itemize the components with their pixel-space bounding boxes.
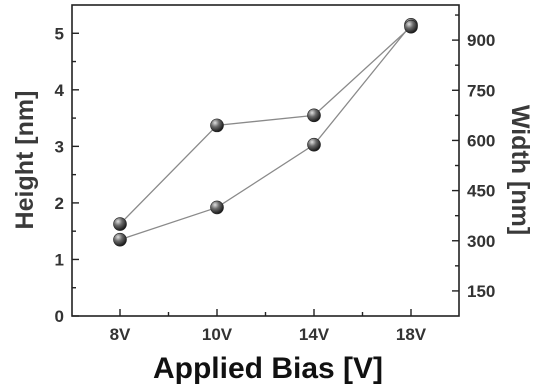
series-left-point	[210, 200, 224, 215]
y-right-tick-label: 450	[467, 182, 495, 201]
y-right-tick-label: 300	[467, 232, 495, 251]
series-right-point	[307, 108, 321, 123]
series-right-point	[210, 118, 224, 133]
y-axis-right-title: Width [nm]	[506, 105, 534, 235]
series-left-point	[307, 137, 321, 152]
x-tick-label: 14V	[299, 325, 330, 344]
x-tick-label: 18V	[396, 325, 427, 344]
series-left-point	[113, 232, 127, 247]
series-layer	[113, 17, 418, 247]
y-right-tick-label: 150	[467, 282, 495, 301]
y-left-tick-label: 5	[55, 24, 64, 43]
series-right-line	[119, 26, 412, 225]
series-left-line	[119, 24, 412, 241]
y-right-tick-label: 600	[467, 131, 495, 150]
x-tick-label: 8V	[110, 325, 131, 344]
x-axis-title: Applied Bias [V]	[153, 352, 383, 385]
series-right-point	[404, 19, 418, 34]
y-axis-left-title: Height [nm]	[11, 91, 39, 230]
y-left-tick-label: 0	[55, 307, 64, 326]
y-left-tick-label: 3	[55, 137, 64, 156]
y-left-tick-label: 1	[55, 250, 64, 269]
plot-frame	[71, 4, 460, 317]
left-axis: 0 1 2 3 4 5	[55, 24, 79, 326]
right-axis: 150 300 450 600 750 900	[452, 14, 495, 301]
x-axis: 8V 10V 14V 18V	[110, 309, 427, 344]
x-tick-label: 10V	[202, 325, 233, 344]
y-right-tick-label: 750	[467, 81, 495, 100]
y-left-tick-label: 4	[55, 81, 65, 100]
series-right-point	[113, 217, 127, 231]
y-left-tick-label: 2	[55, 194, 64, 213]
y-right-tick-label: 900	[467, 31, 495, 50]
